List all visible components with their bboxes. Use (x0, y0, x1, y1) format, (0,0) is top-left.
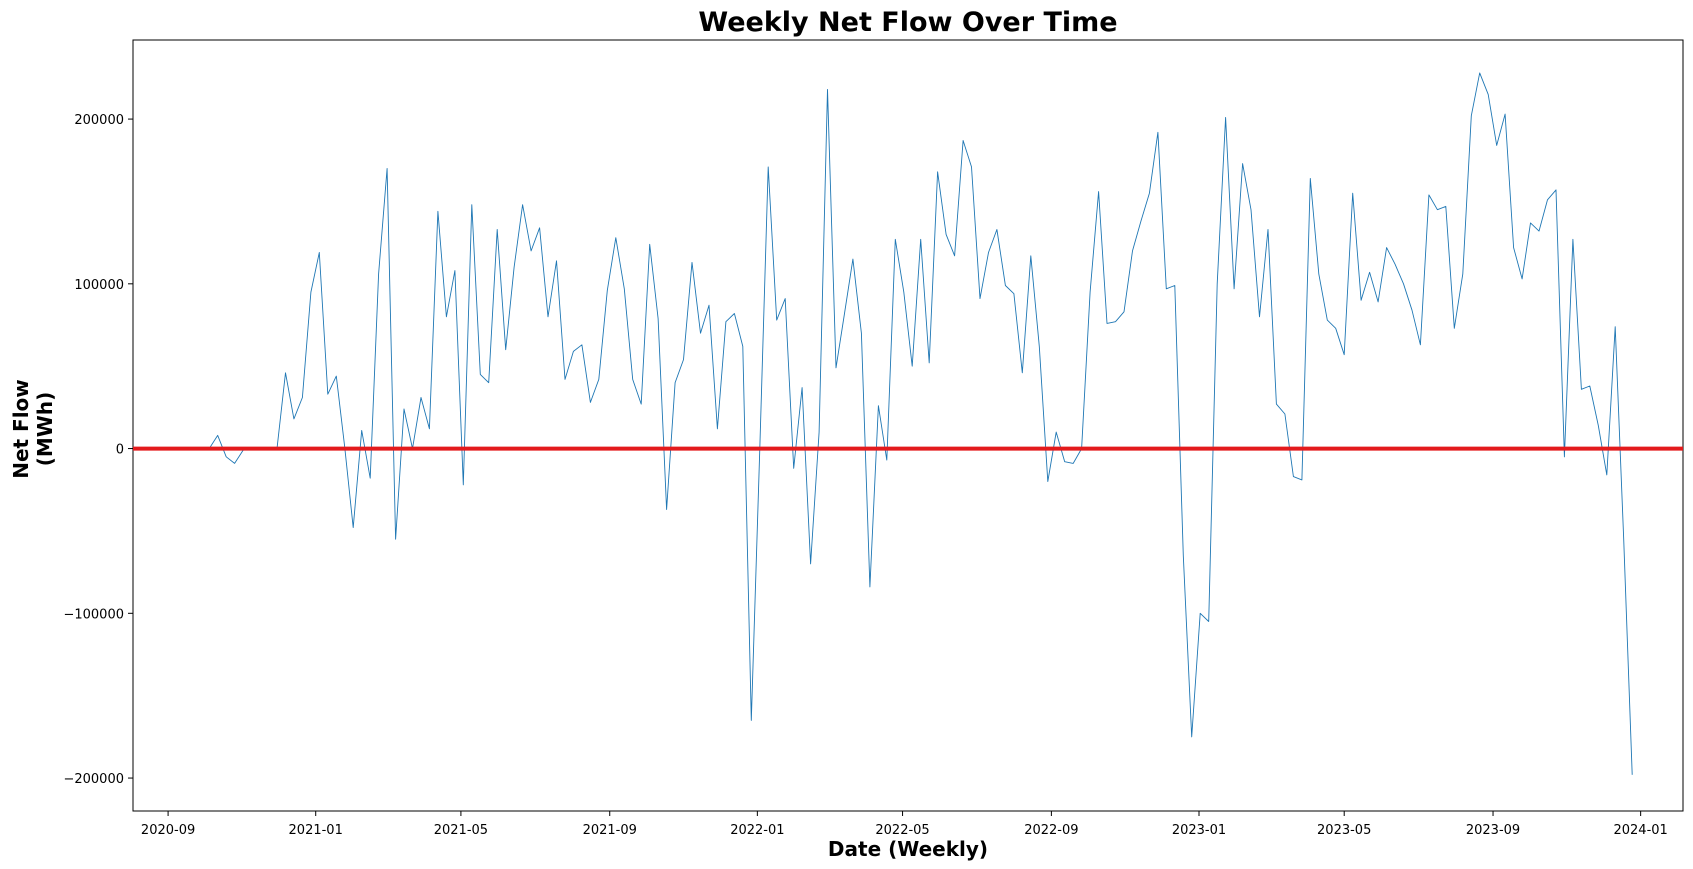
x-tick-label: 2023-05 (1317, 823, 1371, 838)
x-axis: 2020-09 2021-01 2021-05 2021-09 2022-01 2022-… (141, 811, 1668, 838)
y-tick-label: 0 (116, 443, 124, 458)
y-tick-label: −100000 (63, 607, 124, 622)
plot-area (132, 39, 1684, 812)
y-tick-label: 100000 (74, 278, 124, 293)
x-tick-label: 2022-01 (730, 823, 784, 838)
x-axis-title: Date (Weekly) (828, 837, 988, 861)
y-axis-title-line: (MWh) (33, 392, 57, 466)
y-axis-title: Net Flow(MWh) (9, 379, 57, 479)
x-tick-label: 2023-01 (1172, 823, 1226, 838)
x-tick-label: 2021-09 (583, 823, 637, 838)
series-layer (208, 72, 1633, 775)
y-tick-label: −200000 (63, 772, 124, 787)
x-tick-label: 2024-01 (1613, 823, 1667, 838)
x-tick-label: 2021-05 (434, 823, 488, 838)
chart-title: Weekly Net Flow Over Time (698, 7, 1117, 38)
y-tick-label: 200000 (74, 113, 124, 128)
series-line-0 (208, 72, 1633, 775)
x-tick-label: 2022-09 (1024, 823, 1078, 838)
y-axis: −200000 −100000 0 100000 200000 (63, 113, 133, 787)
x-tick-label: 2023-09 (1466, 823, 1520, 838)
plot-frame (132, 39, 1684, 812)
x-tick-label: 2020-09 (141, 823, 195, 838)
y-axis-title-line: Net Flow (9, 379, 33, 479)
x-tick-label: 2021-01 (289, 823, 343, 838)
x-tick-label: 2022-05 (875, 823, 929, 838)
